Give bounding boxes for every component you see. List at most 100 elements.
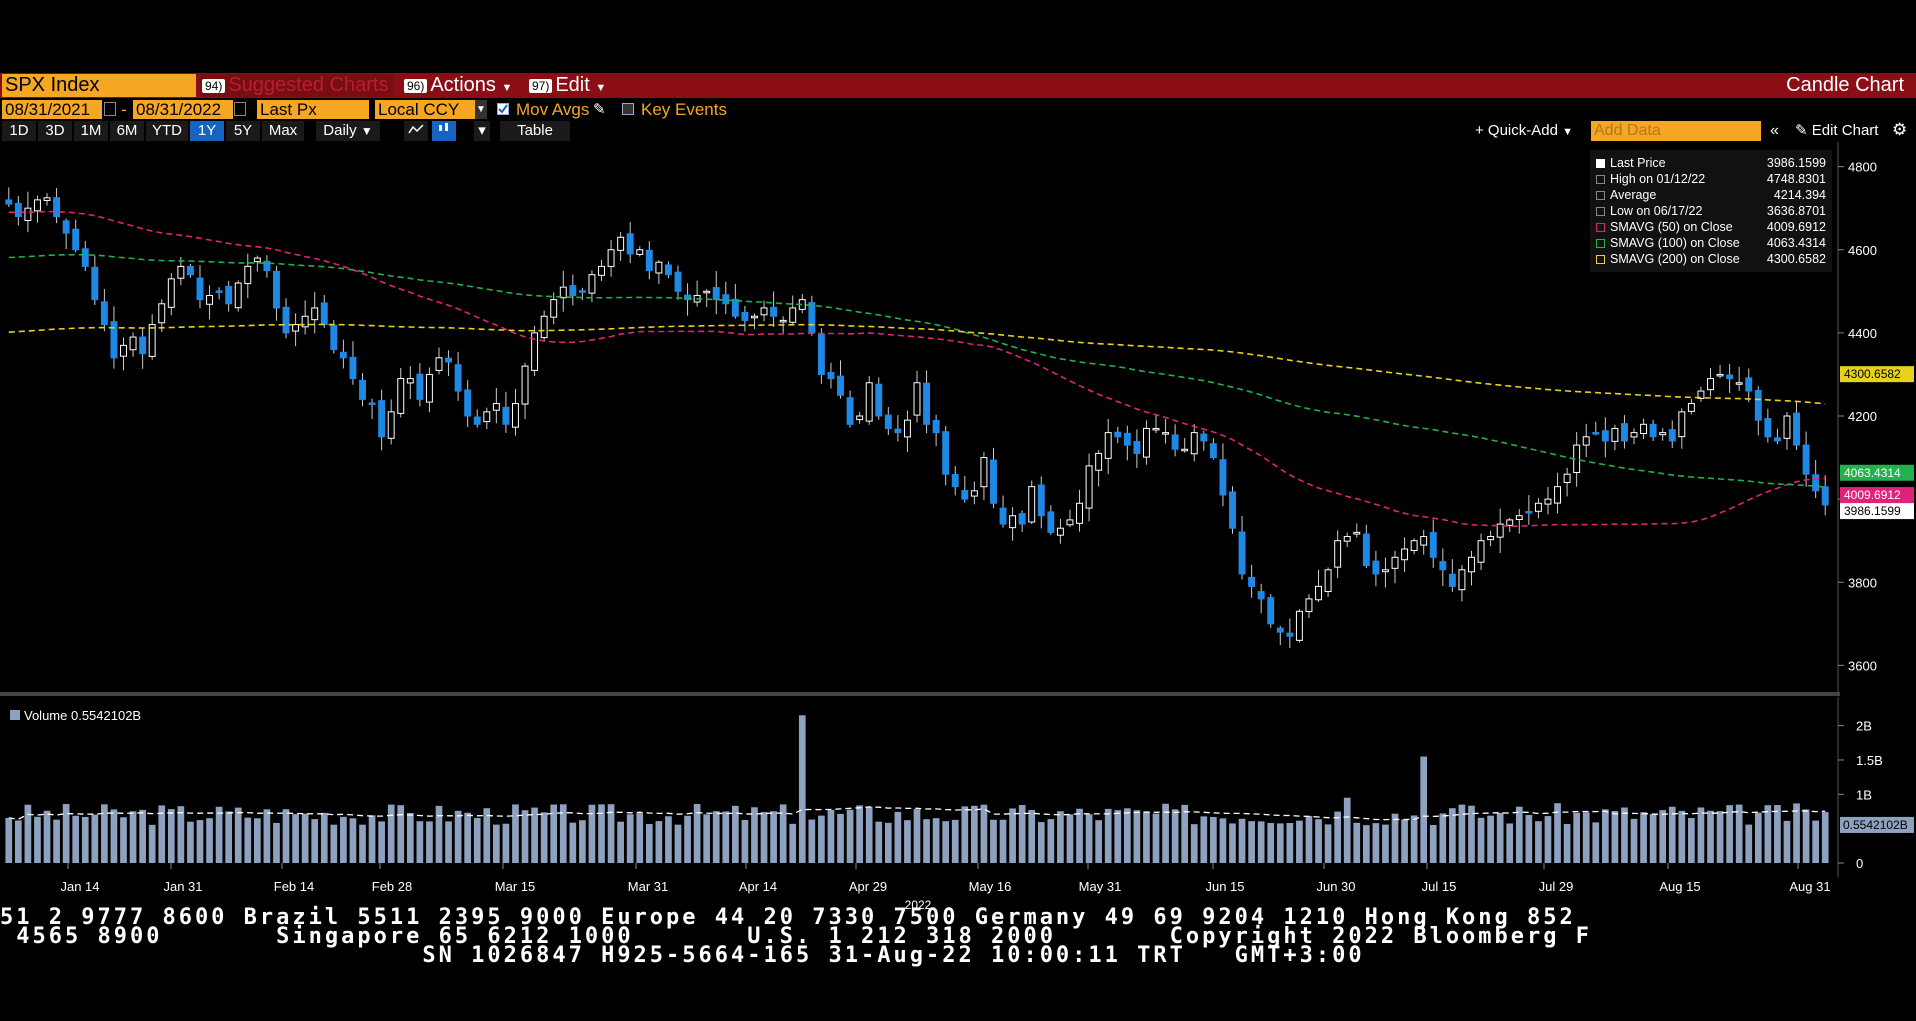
candle — [110, 306, 118, 369]
period-button-ytd[interactable]: YTD — [146, 121, 188, 141]
pencil-icon[interactable]: ✎ — [593, 101, 606, 118]
date-separator: - — [121, 100, 127, 119]
candle — [349, 341, 357, 385]
volume-bar — [1315, 819, 1322, 863]
period-button-1d[interactable]: 1D — [2, 121, 36, 141]
ticker-field[interactable]: SPX Index — [2, 74, 196, 97]
frequency-select[interactable]: Daily ▼ — [316, 121, 380, 141]
end-date-field[interactable]: 08/31/2022 — [133, 100, 233, 119]
candle-chart-icon[interactable] — [432, 121, 456, 141]
x-tick-label: Jun 30 — [1316, 879, 1355, 894]
candle — [875, 377, 883, 420]
suggested-charts-button[interactable]: 94) Suggested Charts — [200, 74, 394, 97]
volume-bar — [225, 811, 233, 863]
key-events-checkbox[interactable] — [622, 103, 634, 115]
volume-bar — [1688, 817, 1695, 863]
gear-icon[interactable]: ⚙ — [1892, 120, 1908, 139]
calendar-icon[interactable] — [234, 102, 246, 116]
period-button-1m[interactable]: 1M — [74, 121, 108, 141]
price-field-select[interactable]: Last Px — [257, 100, 369, 119]
volume-bar — [1678, 810, 1686, 863]
volume-bar — [1085, 814, 1093, 863]
volume-bar — [617, 821, 624, 863]
volume-bar — [1152, 813, 1160, 863]
pane-divider[interactable] — [0, 692, 1840, 696]
candle — [923, 370, 931, 434]
volume-bar — [1210, 816, 1217, 863]
period-button-max[interactable]: Max — [262, 121, 304, 141]
period-button-3d[interactable]: 3D — [38, 121, 72, 141]
legend-row: High on 01/12/22 4748.8301 — [1596, 172, 1832, 187]
period-button-1y[interactable]: 1Y — [190, 121, 224, 141]
candle — [1802, 431, 1810, 487]
quick-add-button[interactable]: + Quick-Add ▼ — [1475, 121, 1573, 142]
calendar-icon[interactable] — [104, 102, 116, 116]
volume-chart[interactable]: 2B 1.5B 1B 0 0.5542102B Jan 14 Jan 31 Feb 14 Feb… — [0, 697, 1916, 912]
candle — [693, 280, 701, 307]
chevron-down-icon: ▼ — [501, 82, 513, 94]
candle — [1238, 516, 1246, 580]
volume-bar — [980, 804, 988, 863]
volume-bar — [435, 805, 443, 863]
volume-bar — [311, 819, 319, 863]
mov-avgs-checkbox[interactable] — [497, 103, 509, 115]
collapse-icon[interactable]: « — [1770, 122, 1779, 139]
pencil-icon: ✎ — [1795, 122, 1808, 139]
volume-bar — [1611, 811, 1619, 863]
table-button[interactable]: Table — [500, 121, 570, 141]
volume-bar — [818, 815, 825, 863]
volume-bar — [234, 807, 242, 863]
legend-value: 4748.8301 — [1766, 172, 1826, 186]
volume-bar — [244, 817, 252, 863]
volume-bar — [81, 816, 89, 863]
candle — [760, 300, 768, 322]
more-options-icon[interactable]: ▾ — [474, 121, 490, 141]
candle — [626, 222, 634, 264]
volume-bar — [464, 812, 472, 863]
volume-bar — [1802, 809, 1810, 863]
candle — [942, 425, 950, 486]
candle — [1257, 583, 1265, 614]
volume-bar — [263, 809, 271, 863]
volume-bar — [426, 821, 433, 863]
svg-text:0.5542102B: 0.5542102B — [1843, 818, 1908, 832]
candle — [1162, 418, 1170, 444]
candle — [1142, 420, 1150, 465]
sma-200-line — [8, 323, 1826, 405]
candle — [425, 367, 433, 413]
suggested-charts-number: 94) — [202, 78, 226, 93]
volume-bar — [187, 821, 194, 863]
volume-bar — [1362, 825, 1370, 863]
chevron-down-icon[interactable]: ▼ — [475, 100, 487, 119]
add-data-input[interactable]: Add Data — [1591, 121, 1761, 141]
candle — [1458, 565, 1466, 602]
x-tick-label: May 16 — [969, 879, 1012, 894]
currency-select[interactable]: Local CCY — [375, 100, 475, 119]
volume-bar — [760, 812, 768, 863]
period-button-6m[interactable]: 6M — [110, 121, 144, 141]
candle — [273, 265, 280, 321]
candle — [1219, 443, 1227, 507]
volume-bar — [1190, 824, 1198, 863]
volume-bar — [732, 805, 739, 863]
candle — [1678, 408, 1686, 449]
edit-button[interactable]: 97) Edit ▼ — [527, 74, 615, 97]
x-tick-label: Feb 14 — [274, 879, 314, 894]
candle — [62, 218, 70, 250]
edit-chart-button[interactable]: ✎ Edit Chart — [1795, 121, 1878, 141]
actions-button[interactable]: 96) Actions ▼ — [402, 74, 520, 97]
line-chart-icon[interactable] — [404, 121, 428, 141]
candle — [1582, 423, 1590, 458]
volume-bar — [1267, 823, 1275, 863]
candle — [903, 410, 911, 452]
period-button-5y[interactable]: 5Y — [226, 121, 260, 141]
candle — [301, 300, 309, 335]
candle — [1324, 567, 1332, 597]
price-chart[interactable]: 36003800400042004400460048004300.6582406… — [0, 142, 1916, 692]
candle — [578, 287, 586, 301]
y-tick-label: 4200 — [1848, 409, 1877, 424]
volume-bar — [91, 814, 99, 863]
start-date-field[interactable]: 08/31/2021 — [2, 100, 102, 119]
edit-chart-label: Edit Chart — [1811, 122, 1879, 139]
chevron-down-icon: ▼ — [595, 82, 607, 94]
